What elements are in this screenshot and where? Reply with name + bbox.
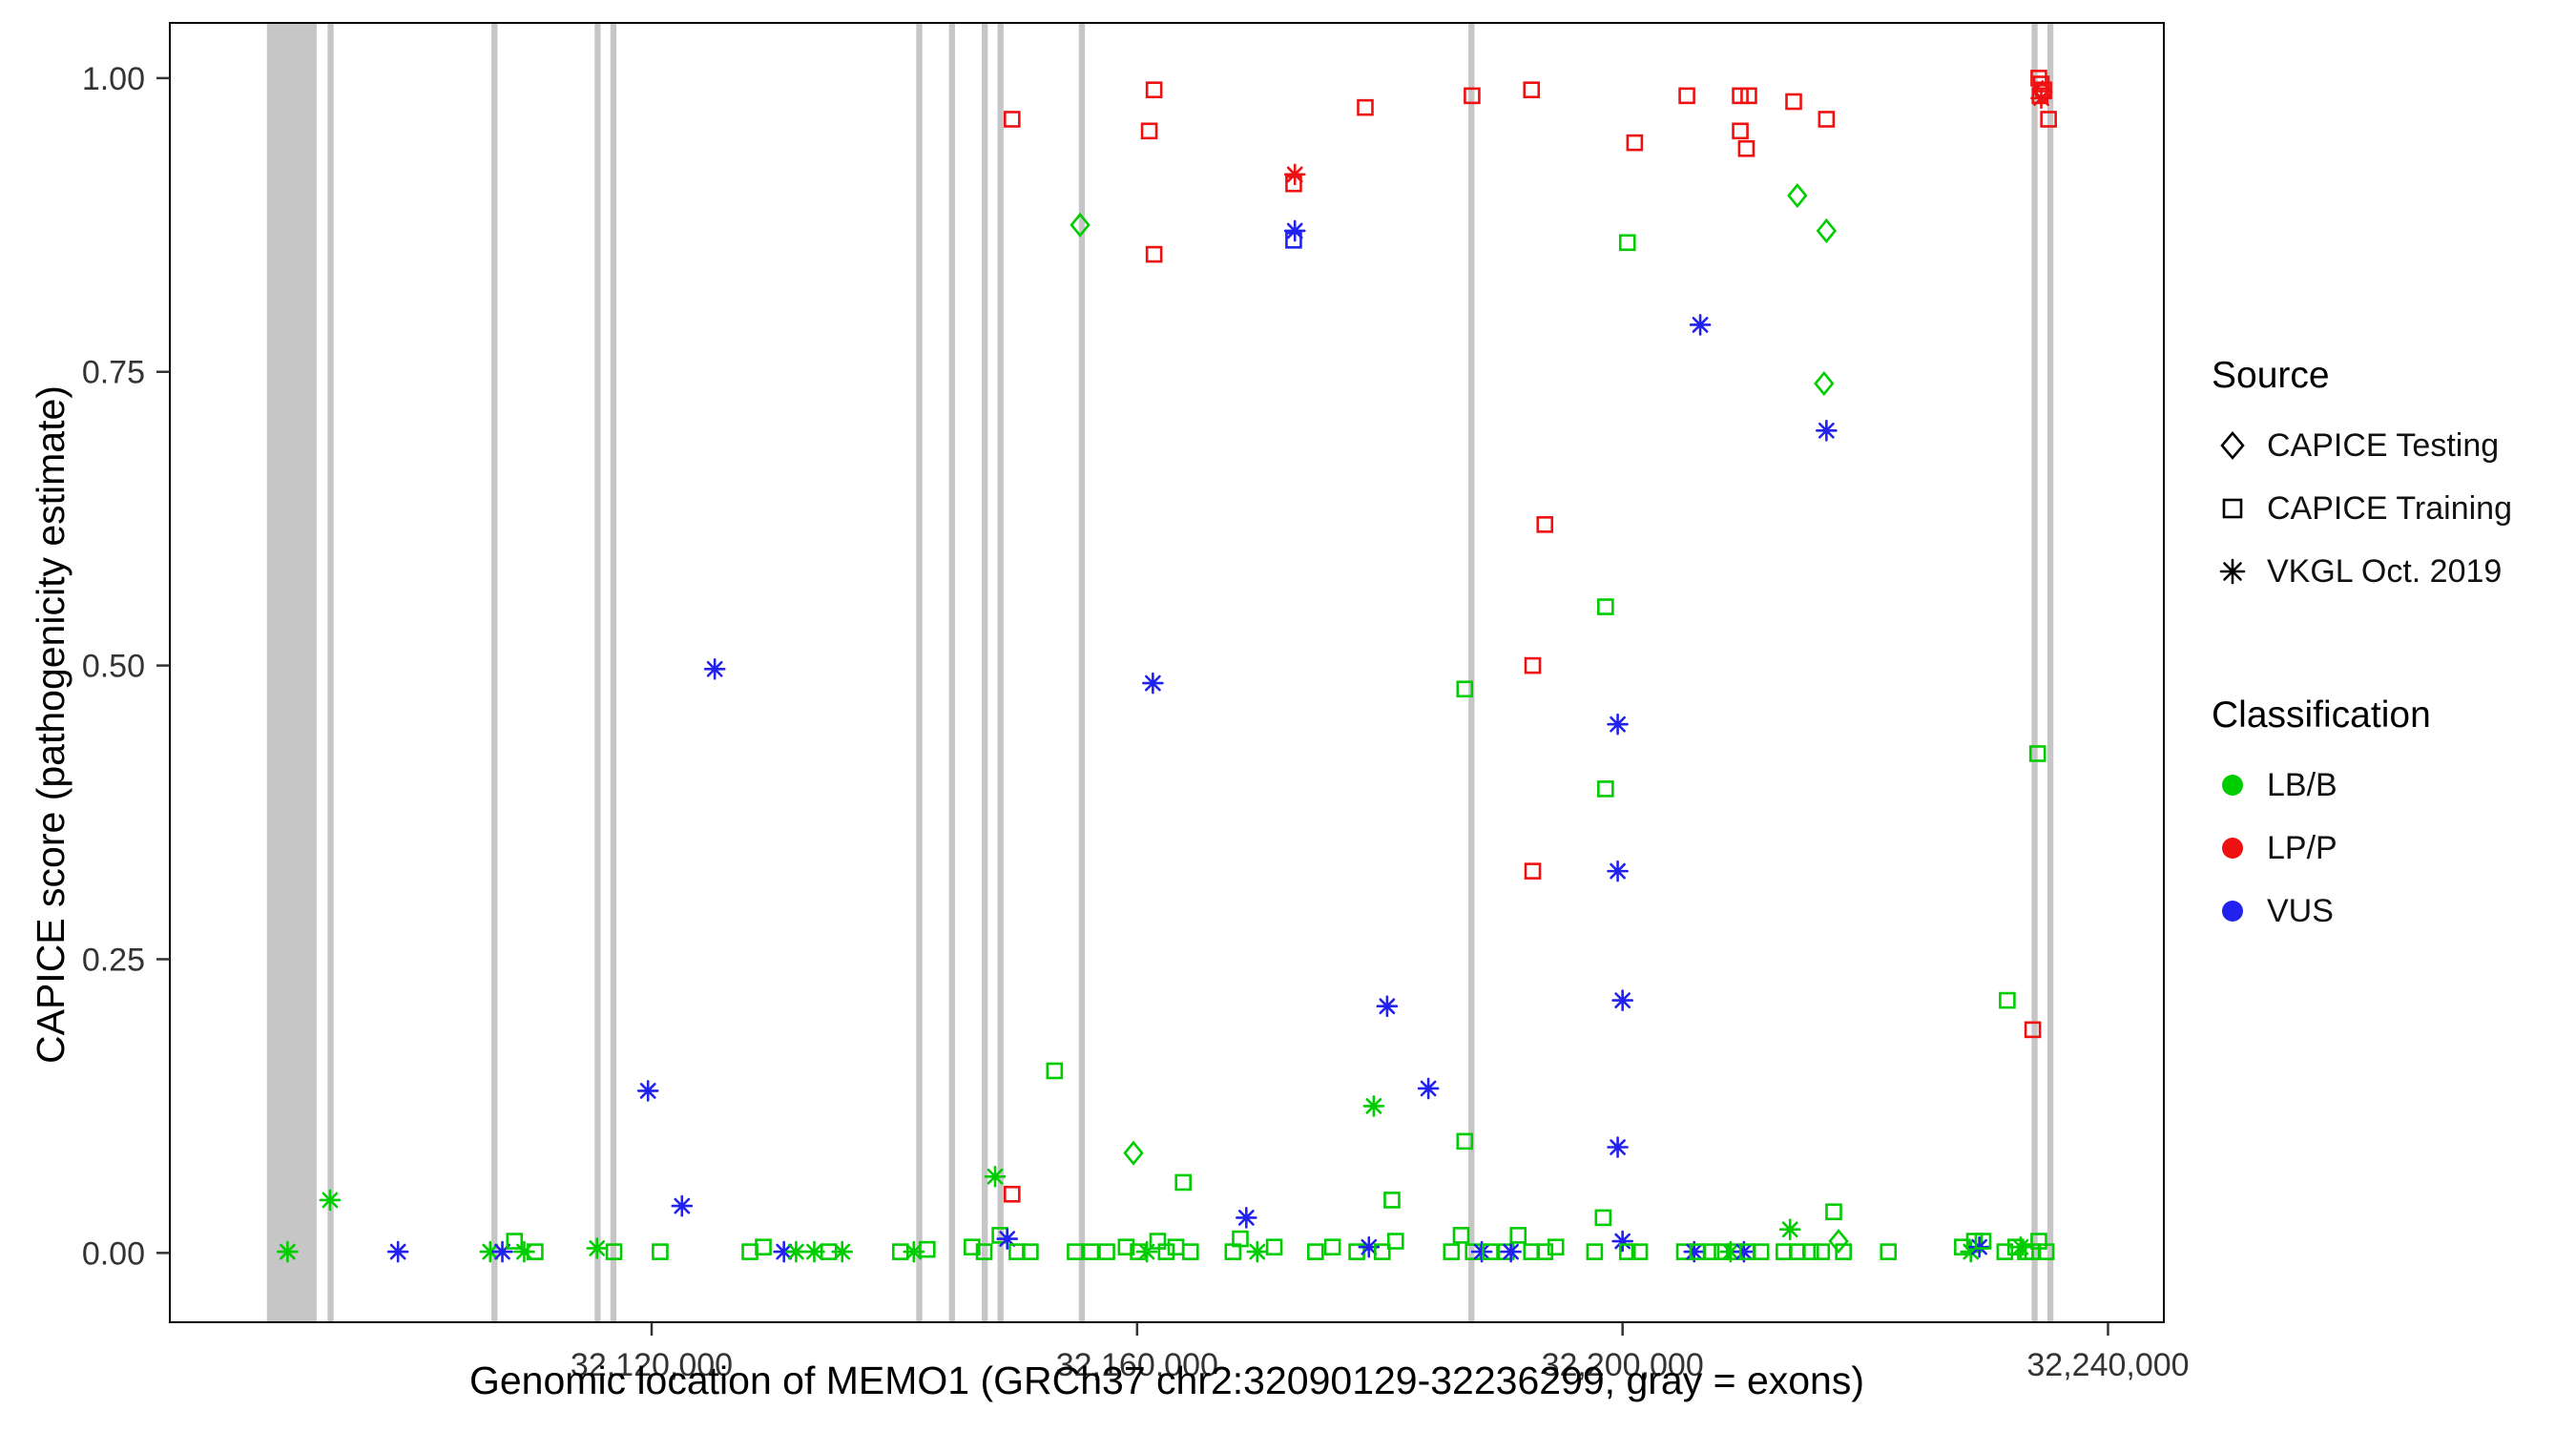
- legend-source-section: Source CAPICE Testing CAPICE Training: [2212, 355, 2512, 603]
- legend-label: CAPICE Training: [2267, 489, 2512, 527]
- legend-classification-section: Classification LB/B LP/P VUS: [2212, 695, 2512, 943]
- svg-text:32,120,000: 32,120,000: [571, 1347, 733, 1383]
- svg-text:0.00: 0.00: [82, 1235, 145, 1272]
- legend-item-capice-training: CAPICE Training: [2212, 477, 2512, 540]
- svg-text:1.00: 1.00: [82, 61, 145, 97]
- legend: Source CAPICE Testing CAPICE Training: [2212, 355, 2512, 943]
- legend-item-vus: VUS: [2212, 880, 2512, 943]
- svg-text:32,240,000: 32,240,000: [2026, 1347, 2189, 1383]
- legend-label: LB/B: [2267, 766, 2337, 803]
- legend-item-capice-testing: CAPICE Testing: [2212, 414, 2512, 477]
- green-dot-icon: [2212, 775, 2254, 796]
- svg-text:0.75: 0.75: [82, 355, 145, 391]
- x-axis-title: Genomic location of MEMO1 (GRCh37 chr2:3…: [468, 1358, 1865, 1402]
- blue-dot-icon: [2212, 901, 2254, 922]
- svg-text:0.50: 0.50: [82, 649, 145, 685]
- legend-item-lpp: LP/P: [2212, 817, 2512, 880]
- legend-source-title: Source: [2212, 355, 2330, 396]
- legend-label: LP/P: [2267, 829, 2337, 866]
- legend-item-lbb: LB/B: [2212, 754, 2512, 817]
- asterisk-icon: [2212, 555, 2254, 588]
- diamond-icon: [2212, 429, 2254, 462]
- svg-text:32,200,000: 32,200,000: [1542, 1347, 1704, 1383]
- y-axis-title: CAPICE score (pathogenicity estimate): [29, 385, 73, 1064]
- svg-text:0.25: 0.25: [82, 942, 145, 978]
- square-icon: [2212, 492, 2254, 525]
- legend-label: VKGL Oct. 2019: [2267, 552, 2503, 590]
- legend-item-vkgl: VKGL Oct. 2019: [2212, 540, 2512, 603]
- legend-classification-title: Classification: [2212, 695, 2431, 736]
- svg-text:32,160,000: 32,160,000: [1056, 1347, 1218, 1383]
- red-dot-icon: [2212, 838, 2254, 859]
- legend-label: VUS: [2267, 892, 2334, 929]
- legend-label: CAPICE Testing: [2267, 426, 2500, 464]
